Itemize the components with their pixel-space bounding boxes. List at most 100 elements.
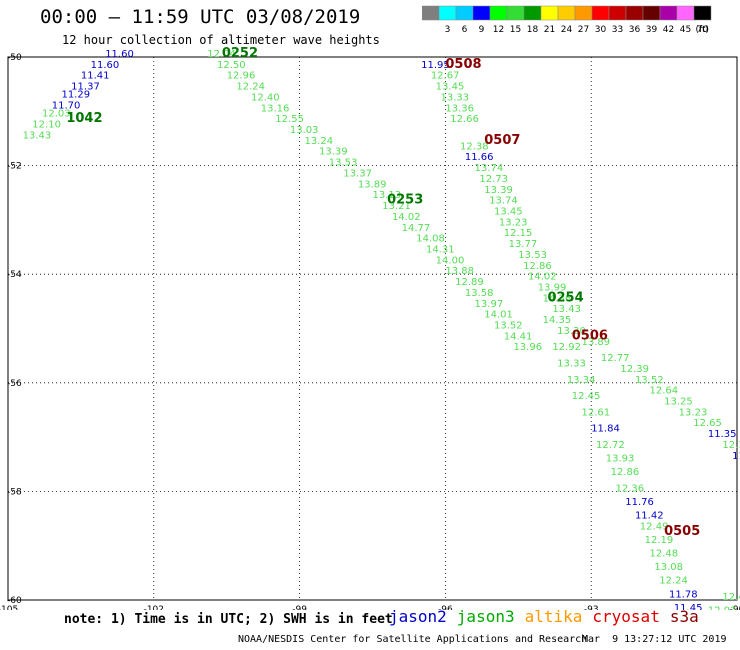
scale-swatch	[693, 5, 712, 21]
swh-value: 12.40	[251, 92, 280, 103]
x-tick-label: -105	[0, 605, 18, 610]
scale-label: 36	[629, 25, 641, 35]
generation-timestamp: Mar 9 13:27:12 UTC 2019	[582, 634, 727, 645]
swh-value: 13.89	[358, 179, 387, 190]
swh-value: 12.15	[504, 228, 533, 239]
swh-value: 12.86	[611, 467, 640, 478]
swh-value: 13.53	[329, 158, 358, 169]
scale-label: 24	[561, 25, 573, 35]
scale-label: 12	[493, 25, 504, 35]
swh-value: 14.02	[392, 212, 421, 223]
swh-value: 12.10	[32, 120, 61, 131]
swh-value: 11.95	[421, 60, 450, 71]
swh-value: 13.21	[382, 201, 411, 212]
swh-value: 12.73	[479, 174, 508, 185]
scale-label: 70	[697, 25, 709, 35]
pass-time-label: 1042	[66, 111, 102, 126]
swh-value: 14.08	[416, 234, 445, 245]
swh-value: 13.99	[538, 282, 567, 293]
scale-label: 45	[680, 25, 691, 35]
swh-value: 13.03	[290, 125, 319, 136]
swh-value: 13.88	[445, 266, 474, 277]
swh-value: 13.97	[475, 299, 504, 310]
swh-value: 11.42	[635, 511, 664, 522]
swh-value: 13.37	[343, 168, 372, 179]
swh-value: 11.78	[669, 589, 698, 600]
swh-value: 14.31	[426, 244, 455, 255]
swh-value: 12.45	[572, 391, 601, 402]
swh-value: 12.50	[217, 60, 246, 71]
swh-value: 11.35	[708, 429, 737, 440]
swh-value: 13.45	[436, 82, 465, 93]
swh-value: 12.96	[227, 71, 256, 82]
swh-value: 12.19	[645, 535, 674, 546]
swh-value: 14.77	[402, 223, 431, 234]
scale-label: 9	[479, 25, 485, 35]
swh-value: 12.19	[722, 440, 740, 451]
swh-value: 11.76	[625, 497, 654, 508]
swh-value: 13.13	[373, 190, 402, 201]
swh-value: 12.67	[431, 71, 460, 82]
x-tick-label: -99	[292, 605, 307, 610]
swh-value: 13.23	[499, 217, 528, 228]
swh-value: 13.74	[475, 163, 504, 174]
swh-value: 13.43	[552, 304, 581, 315]
plot-frame	[7, 56, 738, 601]
scale-label: 15	[510, 25, 521, 35]
swh-value: 12.61	[581, 407, 610, 418]
swh-value: 11.44	[732, 451, 740, 462]
swh-value: 12.39	[620, 364, 649, 375]
swh-value: 11.60	[105, 49, 134, 60]
swh-value: 12.64	[650, 386, 679, 397]
swh-value: 13.52	[494, 321, 523, 332]
swh-value: 11.66	[465, 152, 494, 163]
chart-title: 00:00 – 11:59 UTC 03/08/2019	[40, 6, 361, 28]
pass-time-label: 0505	[664, 524, 700, 539]
scale-label: 27	[578, 25, 589, 35]
swh-value: 13.96	[513, 342, 542, 353]
pass-time-label: 0253	[387, 193, 423, 208]
scale-label: 33	[612, 25, 623, 35]
swh-value: 13.43	[23, 130, 52, 141]
swh-value: 13.89	[581, 337, 610, 348]
x-tick-label: -90	[730, 605, 740, 610]
swh-value: 13.45	[494, 206, 523, 217]
legend-entry-jason2: jason2	[389, 607, 447, 626]
plot-area: -105 -102 -99 -96 -93 -90 -50 -52 -54 -56 -58 -60 11…	[0, 46, 740, 610]
y-tick-label: -54	[7, 270, 22, 280]
legend-entry-cryosat: cryosat	[592, 607, 660, 626]
credit-line: NOAA/NESDIS Center for Satellite Applica…	[238, 634, 588, 645]
swh-value: 14.02	[528, 272, 557, 283]
swh-value: 13.08	[654, 562, 683, 573]
swh-value: 13.33	[557, 359, 586, 370]
scale-label: 18	[527, 25, 539, 35]
pass-time-label: 0254	[547, 290, 583, 305]
y-tick-label: -56	[7, 379, 22, 389]
swh-value: 11.29	[61, 90, 90, 101]
swh-value: 12.04	[207, 49, 236, 60]
scale-label: 30	[595, 25, 607, 35]
scale-label: 21	[544, 25, 555, 35]
swh-value: 12.36	[616, 483, 645, 494]
swh-value: 13.52	[635, 375, 664, 386]
swh-value: 13.93	[606, 454, 635, 465]
swh-value: 11.84	[591, 424, 620, 435]
swh-value: 13.58	[465, 288, 494, 299]
pass-time-label: 0507	[484, 133, 520, 148]
legend: jason2 jason3 altika cryosat s3a	[389, 607, 709, 626]
swh-value: 13.53	[518, 250, 547, 261]
swh-value: 12.92	[552, 342, 581, 353]
swh-value: 13.39	[319, 147, 348, 158]
swh-value: 12.40	[722, 592, 740, 603]
x-tick-label: -96	[438, 605, 453, 610]
swh-value: 11.60	[91, 60, 120, 71]
swh-value: 13.16	[261, 103, 290, 114]
swh-value: 13.33	[441, 92, 470, 103]
scale-label: 42	[663, 25, 674, 35]
swh-value: 12.66	[450, 114, 479, 125]
swh-value: 12.38	[460, 141, 489, 152]
swh-value: 13.20	[557, 326, 586, 337]
swh-value: 14.36	[543, 293, 572, 304]
x-tick-label: -93	[584, 605, 599, 610]
swh-value: 11.45	[674, 603, 703, 610]
